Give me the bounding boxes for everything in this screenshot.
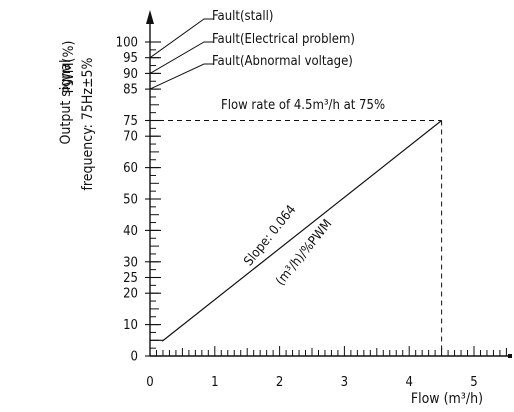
fault-label: Fault(Electrical problem) <box>212 32 355 47</box>
y-tick-label: 90 <box>123 67 138 82</box>
x-tick-label: 3 <box>341 375 348 390</box>
fault-label: Fault(Abnormal voltage) <box>212 54 353 69</box>
x-tick-label: 5 <box>470 375 477 390</box>
x-axis-label: Flow (m³/h) <box>411 391 483 407</box>
y-tick-label: 75 <box>123 114 138 129</box>
x-tick-label: 4 <box>405 375 412 390</box>
y-tick-label: 70 <box>123 130 138 145</box>
y-axis-label-line-3: frequency: 75Hz±5% <box>80 57 96 190</box>
minor-ticks <box>145 41 507 357</box>
y-tick-label: 25 <box>123 271 138 286</box>
fault-leader-line <box>149 18 214 59</box>
y-tick-label: 30 <box>123 255 138 270</box>
x-tick-label: 1 <box>211 375 218 390</box>
y-tick-label: 85 <box>123 83 138 98</box>
fault-annotations: Fault(stall) Fault(Electrical problem) Fau… <box>149 9 355 90</box>
y-tick-label: 60 <box>123 161 138 176</box>
data-series <box>150 120 443 356</box>
fault-label: Fault(stall) <box>212 9 273 24</box>
x-tick-label: 2 <box>276 375 283 390</box>
y-axis-label-line-1: PWM(%) <box>61 41 77 94</box>
reference-label: Flow rate of 4.5m³/h at 75% <box>221 98 385 113</box>
axes <box>146 10 512 358</box>
y-tick-label: 20 <box>123 287 138 302</box>
y-axis-label-line-2: Output signal <box>58 59 74 144</box>
pwm-flow-line <box>150 120 442 342</box>
y-tick-label: 0 <box>131 350 138 365</box>
y-tick-label: 50 <box>123 193 138 208</box>
fault-leader-line <box>149 41 214 74</box>
y-tick-label: 100 <box>116 36 138 51</box>
x-tick-label: 0 <box>146 375 153 390</box>
y-tick-label: 40 <box>123 224 138 239</box>
y-tick-label: 95 <box>123 51 138 66</box>
x-axis-end-mark <box>508 354 512 358</box>
fault-leader-line <box>149 63 214 90</box>
y-axis-arrow <box>146 10 154 24</box>
y-tick-label: 10 <box>123 318 138 333</box>
